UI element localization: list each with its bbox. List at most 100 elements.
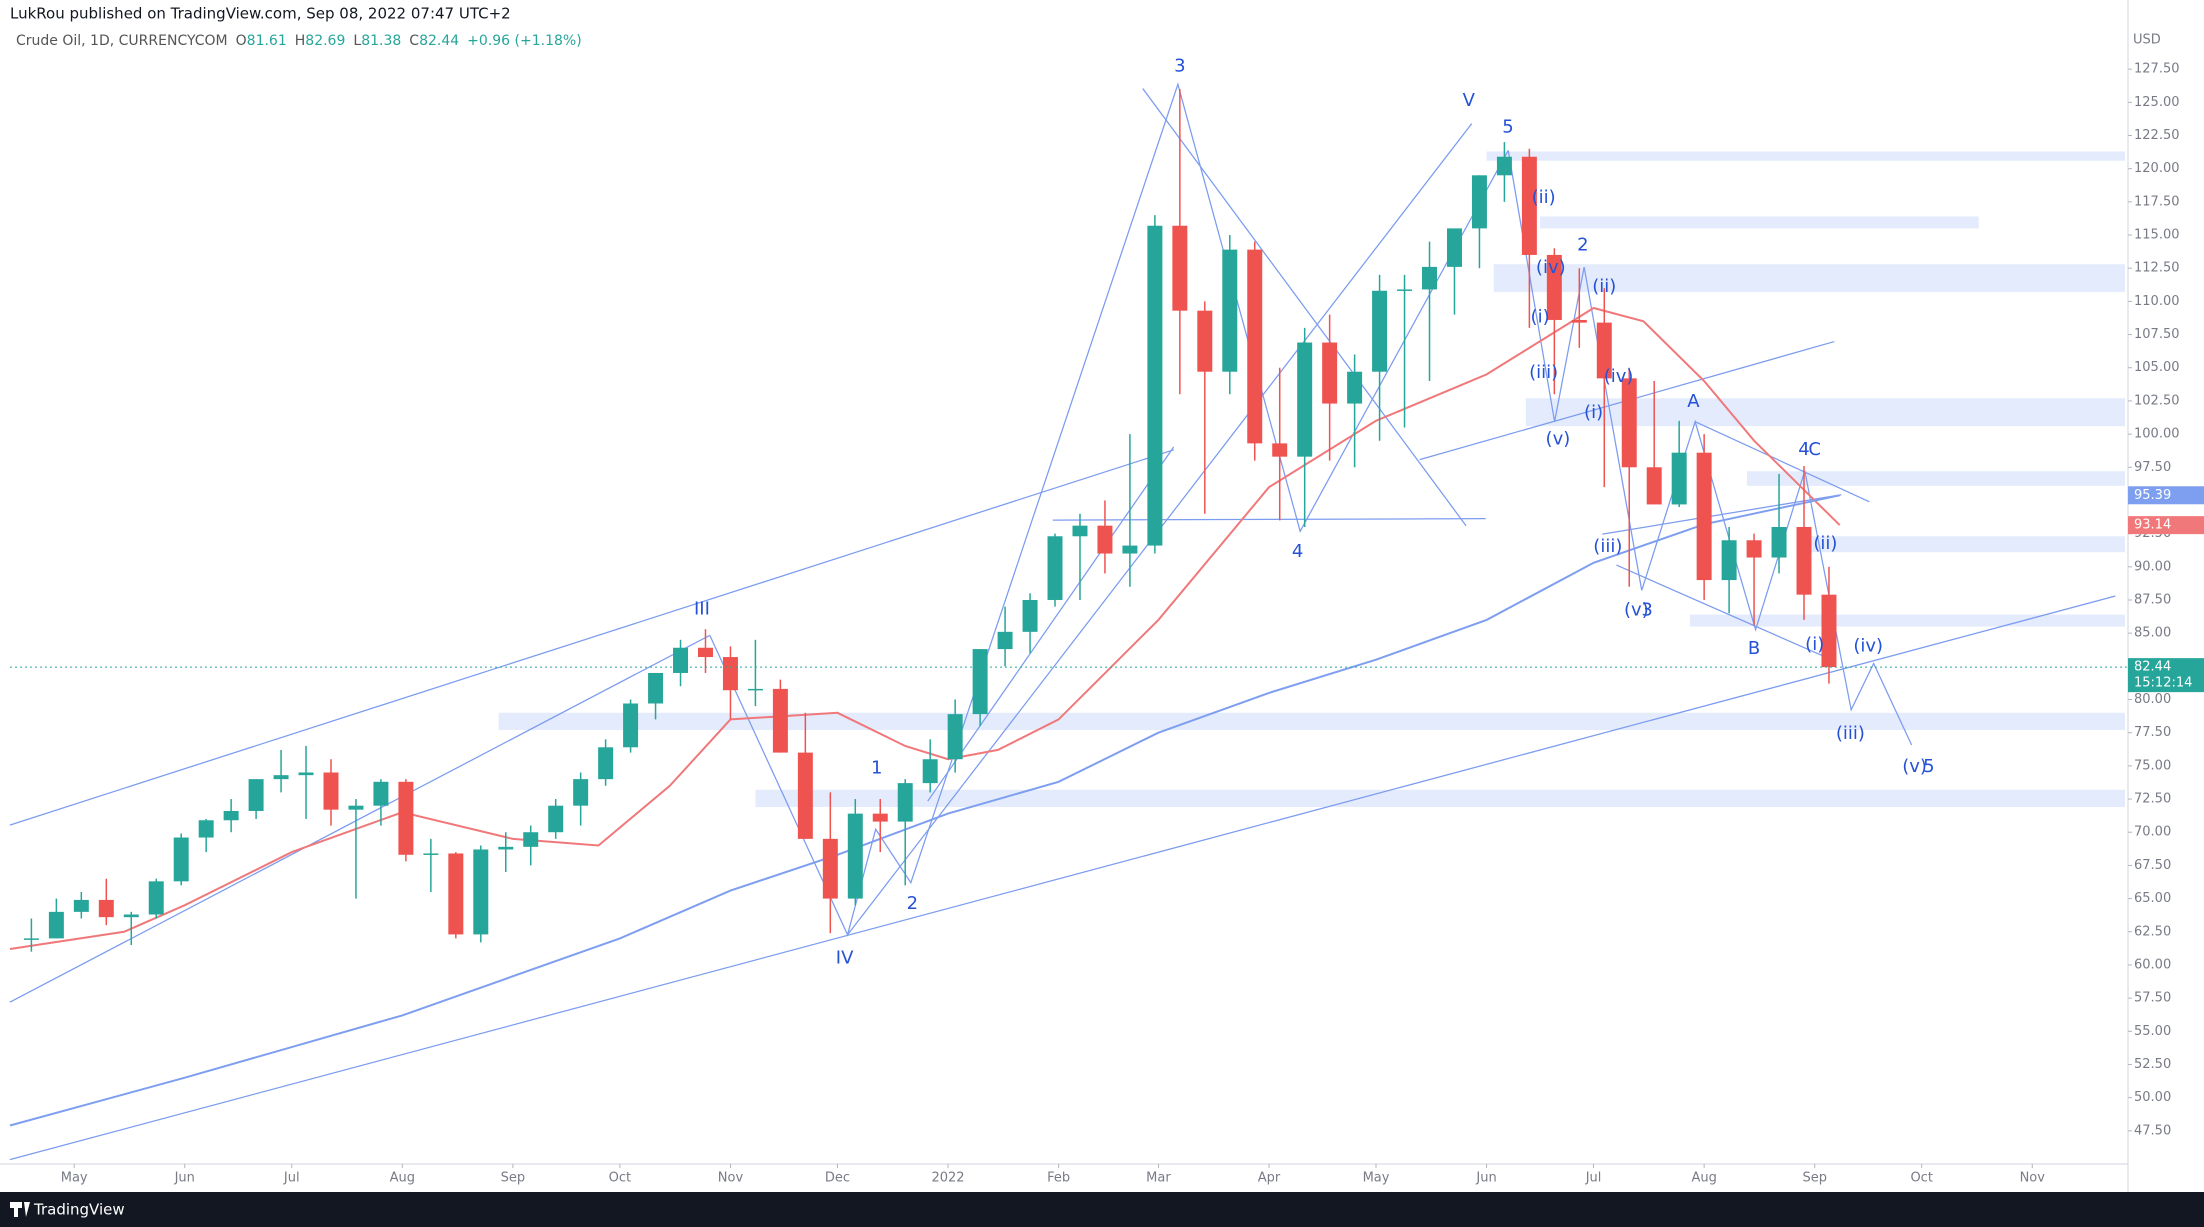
- y-tick-label: 67.50: [2134, 858, 2171, 873]
- x-tick-label: Oct: [609, 1171, 631, 1186]
- wave-label: A: [1687, 391, 1700, 412]
- x-tick-label: Jun: [174, 1171, 195, 1186]
- price-zone: [1493, 264, 2125, 293]
- y-tick-label: 100.00: [2134, 427, 2180, 442]
- candle-body: [1122, 545, 1138, 554]
- candle-body: [1696, 452, 1712, 581]
- x-tick-label: Jul: [283, 1171, 300, 1186]
- candle-body: [73, 899, 89, 912]
- y-tick-label: 90.00: [2134, 559, 2171, 574]
- price-label-box: [2128, 486, 2204, 505]
- candle-body: [273, 775, 289, 780]
- y-tick-label: 120.00: [2134, 161, 2180, 176]
- candle-body: [498, 846, 514, 850]
- wave-label: 5: [1923, 756, 1934, 777]
- wave-label: (iv): [1536, 257, 1566, 278]
- candle-body: [972, 649, 988, 715]
- y-tick-label: 112.50: [2134, 261, 2180, 276]
- wave-label: 2: [1577, 235, 1588, 256]
- y-tick-label: 75.00: [2134, 758, 2171, 773]
- candle-body: [1147, 225, 1163, 546]
- legend-value: 81.61: [247, 33, 287, 49]
- wave-label: 3: [1174, 55, 1185, 76]
- candle-body: [1771, 526, 1787, 558]
- x-tick-label: Feb: [1047, 1171, 1070, 1186]
- price-zone: [1540, 216, 1979, 229]
- y-tick-label: 80.00: [2134, 692, 2171, 707]
- price-label: 95.39: [2134, 488, 2171, 503]
- candle-body: [23, 938, 39, 940]
- y-tick-label: 97.50: [2134, 460, 2171, 475]
- wave-label: V: [1463, 90, 1476, 111]
- candle-body: [997, 631, 1013, 650]
- candles: [23, 89, 1837, 952]
- y-tick-label: 102.50: [2134, 393, 2180, 408]
- price-label-box: [2128, 658, 2204, 693]
- candle-body: [548, 805, 564, 833]
- trend-line: [9, 595, 2116, 1161]
- moving-average: [9, 494, 1840, 1127]
- x-tick-label: May: [61, 1171, 88, 1186]
- candle-body: [1097, 525, 1113, 554]
- candle-body: [98, 899, 114, 918]
- price-zone: [1689, 614, 2125, 627]
- candle-body: [198, 820, 214, 838]
- tv-logo: [10, 1202, 30, 1217]
- y-tick-label: 85.00: [2134, 626, 2171, 641]
- y-tick-label: 55.00: [2134, 1024, 2171, 1039]
- x-tick-label: Aug: [390, 1171, 415, 1186]
- symbol: Crude Oil, 1D, CURRENCYCOM: [16, 33, 228, 49]
- trend-line: [1694, 421, 1870, 503]
- legend-key: H: [295, 33, 306, 49]
- trend-line: [1142, 88, 1467, 527]
- candle-body: [323, 772, 339, 810]
- y-tick-label: 105.00: [2134, 360, 2180, 375]
- wave-label: B: [1748, 638, 1760, 659]
- candle-body: [298, 772, 314, 776]
- wave-label: (v): [1624, 600, 1649, 621]
- candle-body: [1821, 594, 1837, 668]
- price-zone: [1746, 471, 2125, 486]
- candle-body: [1022, 599, 1038, 632]
- currency: USD: [2133, 33, 2161, 48]
- legend-key: O: [236, 33, 247, 49]
- wave-label: (i): [1805, 634, 1824, 655]
- wave-label: 2: [907, 893, 918, 914]
- trend-line: [9, 449, 1174, 826]
- wave-label: (ii): [1592, 276, 1616, 297]
- candle-body: [1446, 228, 1462, 267]
- candle-body: [373, 781, 389, 806]
- y-tick-label: 110.00: [2134, 294, 2180, 309]
- price-zone: [498, 712, 2126, 731]
- wave-label: 1: [871, 758, 882, 779]
- candle-body: [448, 853, 464, 935]
- trend-line: [1602, 494, 1842, 535]
- wave-label: (ii): [1532, 187, 1556, 208]
- candle-body: [922, 759, 938, 784]
- wave-label: 3: [1641, 600, 1652, 621]
- candle-body: [772, 688, 788, 753]
- legend-key: C: [409, 33, 419, 49]
- x-tick-label: 2022: [931, 1171, 964, 1186]
- wave-label: C: [1808, 439, 1821, 460]
- x-tick-label: Nov: [718, 1171, 744, 1186]
- candle-body: [1297, 342, 1313, 457]
- candle-body: [1322, 342, 1338, 404]
- y-tick-label: 72.50: [2134, 792, 2171, 807]
- legend-value: 81.38: [361, 33, 401, 49]
- y-tick-label: 117.50: [2134, 194, 2180, 209]
- countdown: 15:12:14: [2134, 676, 2192, 691]
- x-tick-label: Mar: [1146, 1171, 1171, 1186]
- y-tick-label: 52.50: [2134, 1057, 2171, 1072]
- wave-label: (iii): [1593, 536, 1622, 557]
- wave-label: (v): [1902, 756, 1927, 777]
- candle-body: [1571, 319, 1587, 323]
- y-tick-label: 60.00: [2134, 957, 2171, 972]
- candle-body: [123, 914, 139, 918]
- candle-body: [1172, 225, 1188, 311]
- candle-body: [1471, 175, 1487, 229]
- x-tick-label: May: [1363, 1171, 1390, 1186]
- price-zone: [1525, 398, 2125, 427]
- candle-body: [747, 688, 763, 691]
